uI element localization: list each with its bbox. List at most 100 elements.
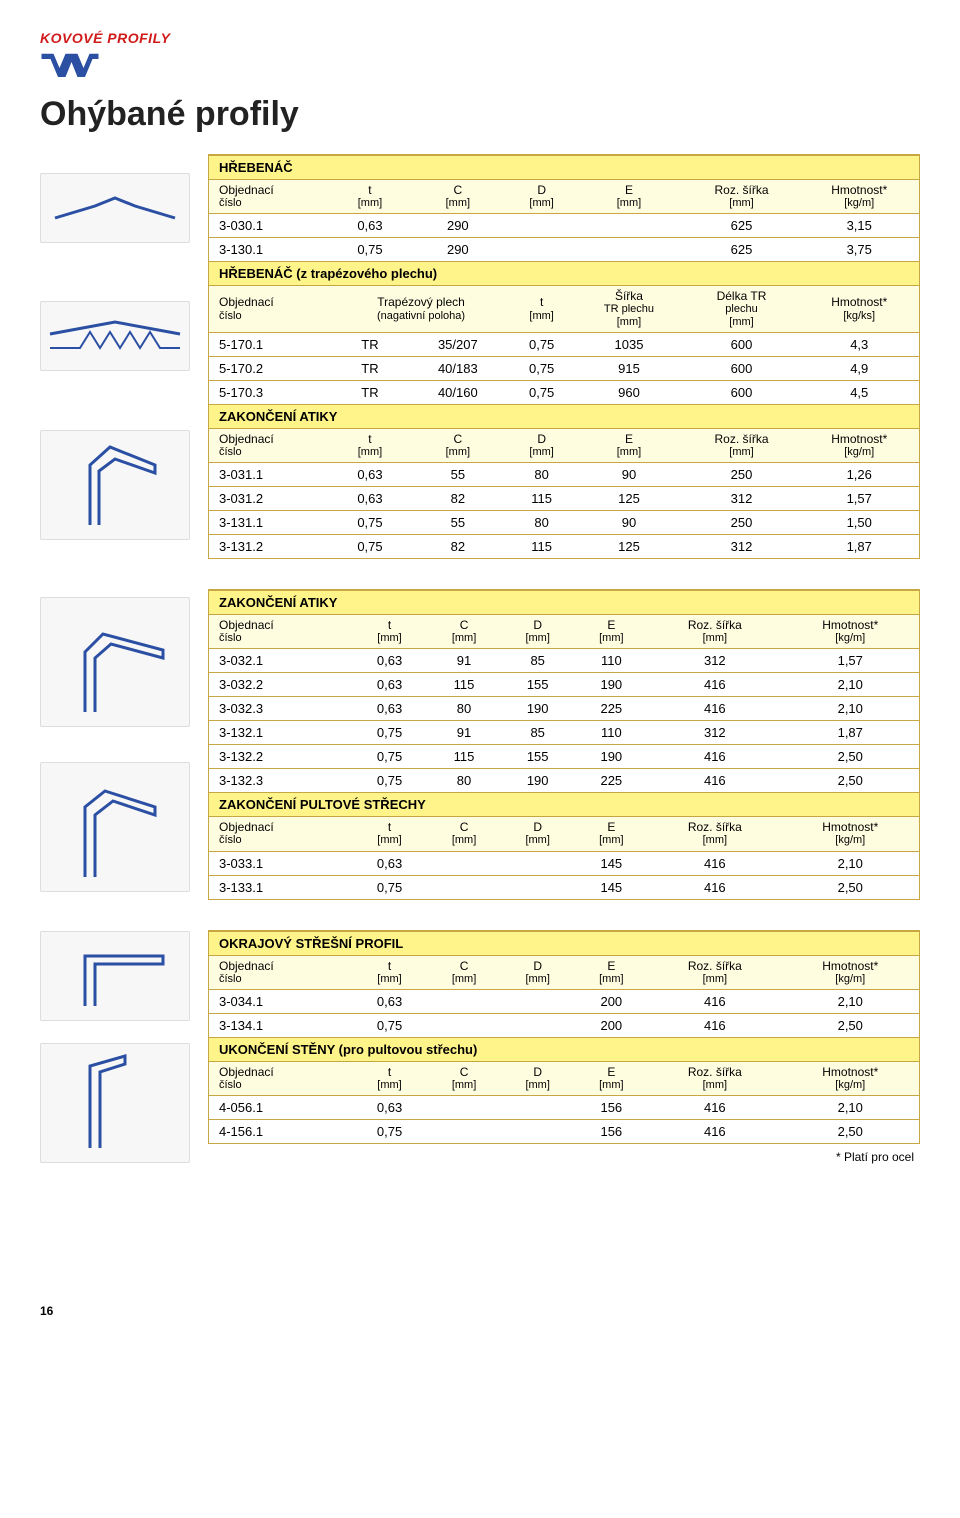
table-cell: 91 <box>427 649 501 673</box>
table-cell: 156 <box>575 1120 649 1144</box>
table-row: 3-131.10,755580902501,50 <box>209 510 919 534</box>
table-hrebenac: HŘEBENÁČ Objednacíčíslo t[mm] C[mm] D[mm… <box>209 155 919 558</box>
block-3: OKRAJOVÝ STŘEŠNÍ PROFIL Objednacíčíslo t… <box>40 930 920 1165</box>
table-cell: 3-131.1 <box>209 510 333 534</box>
section-title: UKONČENÍ STĚNY (pro pultovou střechu) <box>209 1037 919 1061</box>
table-cell: 290 <box>407 214 509 238</box>
table-cell: 600 <box>684 356 800 380</box>
table-cell: 2,50 <box>782 1013 919 1037</box>
table-cell: 2,10 <box>782 673 919 697</box>
table-cell: 156 <box>575 1096 649 1120</box>
table-cell: 0,63 <box>333 214 407 238</box>
table-cell: 80 <box>509 510 575 534</box>
table-cell: 416 <box>648 1013 781 1037</box>
table-cell: 2,10 <box>782 1096 919 1120</box>
table-cell: 3,15 <box>799 214 919 238</box>
diagram-thumb <box>40 931 190 1021</box>
table-cell: 190 <box>575 673 649 697</box>
table-cell: 2,10 <box>782 989 919 1013</box>
diagram-thumb <box>40 1043 190 1163</box>
table-cell: 625 <box>684 214 800 238</box>
table-cell: 4-156.1 <box>209 1120 352 1144</box>
table-cell: 0,63 <box>352 697 427 721</box>
table-cell: 312 <box>684 534 800 558</box>
table-cell: 82 <box>407 486 509 510</box>
table-cell: 416 <box>648 989 781 1013</box>
table-row: 3-032.10,6391851103121,57 <box>209 649 919 673</box>
table-cell <box>501 851 575 875</box>
table-cell: 0,63 <box>352 989 427 1013</box>
table-cell: 3-031.2 <box>209 486 333 510</box>
table-row: 5-170.1TR35/2070,7510356004,3 <box>209 332 919 356</box>
table-cell: 0,63 <box>352 851 427 875</box>
table-cell <box>427 1013 501 1037</box>
table-cell: 0,75 <box>509 380 575 404</box>
table-cell: 5-170.1 <box>209 332 333 356</box>
table-cell: 91 <box>427 721 501 745</box>
table-cell: 4,5 <box>799 380 919 404</box>
section-title: ZAKONČENÍ ATIKY <box>209 590 919 614</box>
table-cell: 200 <box>575 989 649 1013</box>
table-cell: 915 <box>574 356 683 380</box>
table-cell: 90 <box>574 462 683 486</box>
table-row: 3-031.10,635580902501,26 <box>209 462 919 486</box>
table-cell <box>427 851 501 875</box>
footnote: * Platí pro ocel <box>208 1150 920 1164</box>
table-row: 3-033.10,631454162,10 <box>209 851 919 875</box>
table-cell <box>501 1120 575 1144</box>
diagram-thumb <box>40 597 190 727</box>
table-row: 3-132.10,7591851103121,87 <box>209 721 919 745</box>
table-cell: 0,63 <box>352 673 427 697</box>
table-cell <box>501 1096 575 1120</box>
table-row: 3-131.20,75821151253121,87 <box>209 534 919 558</box>
table-cell: 625 <box>684 238 800 262</box>
table-cell: 115 <box>509 486 575 510</box>
table-cell: 416 <box>648 875 781 899</box>
table-cell <box>509 238 575 262</box>
table-row: 3-132.20,751151551904162,50 <box>209 745 919 769</box>
section-title: HŘEBENÁČ (z trapézového plechu) <box>209 262 919 286</box>
table-row: 5-170.2TR40/1830,759156004,9 <box>209 356 919 380</box>
table-cell: 0,63 <box>352 1096 427 1120</box>
table-cell: 290 <box>407 238 509 262</box>
section-title: HŘEBENÁČ <box>209 156 919 180</box>
table-cell: 1,26 <box>799 462 919 486</box>
table-cell: 115 <box>509 534 575 558</box>
page-title: Ohýbané profily <box>40 95 920 134</box>
table-cell: 85 <box>501 721 575 745</box>
table-cell: 3-132.2 <box>209 745 352 769</box>
table-cell: 55 <box>407 510 509 534</box>
table-cell <box>427 875 501 899</box>
table-cell: 3-032.2 <box>209 673 352 697</box>
table-cell: 3-033.1 <box>209 851 352 875</box>
logo-icon <box>40 48 100 82</box>
table-cell: 115 <box>427 673 501 697</box>
table-row: 3-132.30,75801902254162,50 <box>209 769 919 793</box>
table-cell: 190 <box>501 697 575 721</box>
table-cell: 155 <box>501 673 575 697</box>
table-cell: 3-030.1 <box>209 214 333 238</box>
table-cell: 125 <box>574 486 683 510</box>
table-cell: 3-133.1 <box>209 875 352 899</box>
table-cell: 110 <box>575 721 649 745</box>
table-row: 5-170.3TR40/1600,759606004,5 <box>209 380 919 404</box>
table-cell: 0,75 <box>352 875 427 899</box>
section-title: OKRAJOVÝ STŘEŠNÍ PROFIL <box>209 931 919 955</box>
section-title: ZAKONČENÍ ATIKY <box>209 404 919 428</box>
table-cell: 1,57 <box>782 649 919 673</box>
table-cell: 3-131.2 <box>209 534 333 558</box>
table-cell: 4-056.1 <box>209 1096 352 1120</box>
table-row: 3-032.20,631151551904162,10 <box>209 673 919 697</box>
table-cell: 0,63 <box>352 649 427 673</box>
table-row: 3-032.30,63801902254162,10 <box>209 697 919 721</box>
table-cell: 35/207 <box>407 332 509 356</box>
table-cell <box>501 1013 575 1037</box>
table-cell: 312 <box>648 649 781 673</box>
table-cell: 190 <box>501 769 575 793</box>
logo-text: KOVOVÉ PROFILY <box>40 30 920 46</box>
table-cell <box>509 214 575 238</box>
table-cell: 312 <box>648 721 781 745</box>
diagram-thumb <box>40 762 190 892</box>
table-row: 3-130.10,752906253,75 <box>209 238 919 262</box>
table-cell: 2,10 <box>782 851 919 875</box>
